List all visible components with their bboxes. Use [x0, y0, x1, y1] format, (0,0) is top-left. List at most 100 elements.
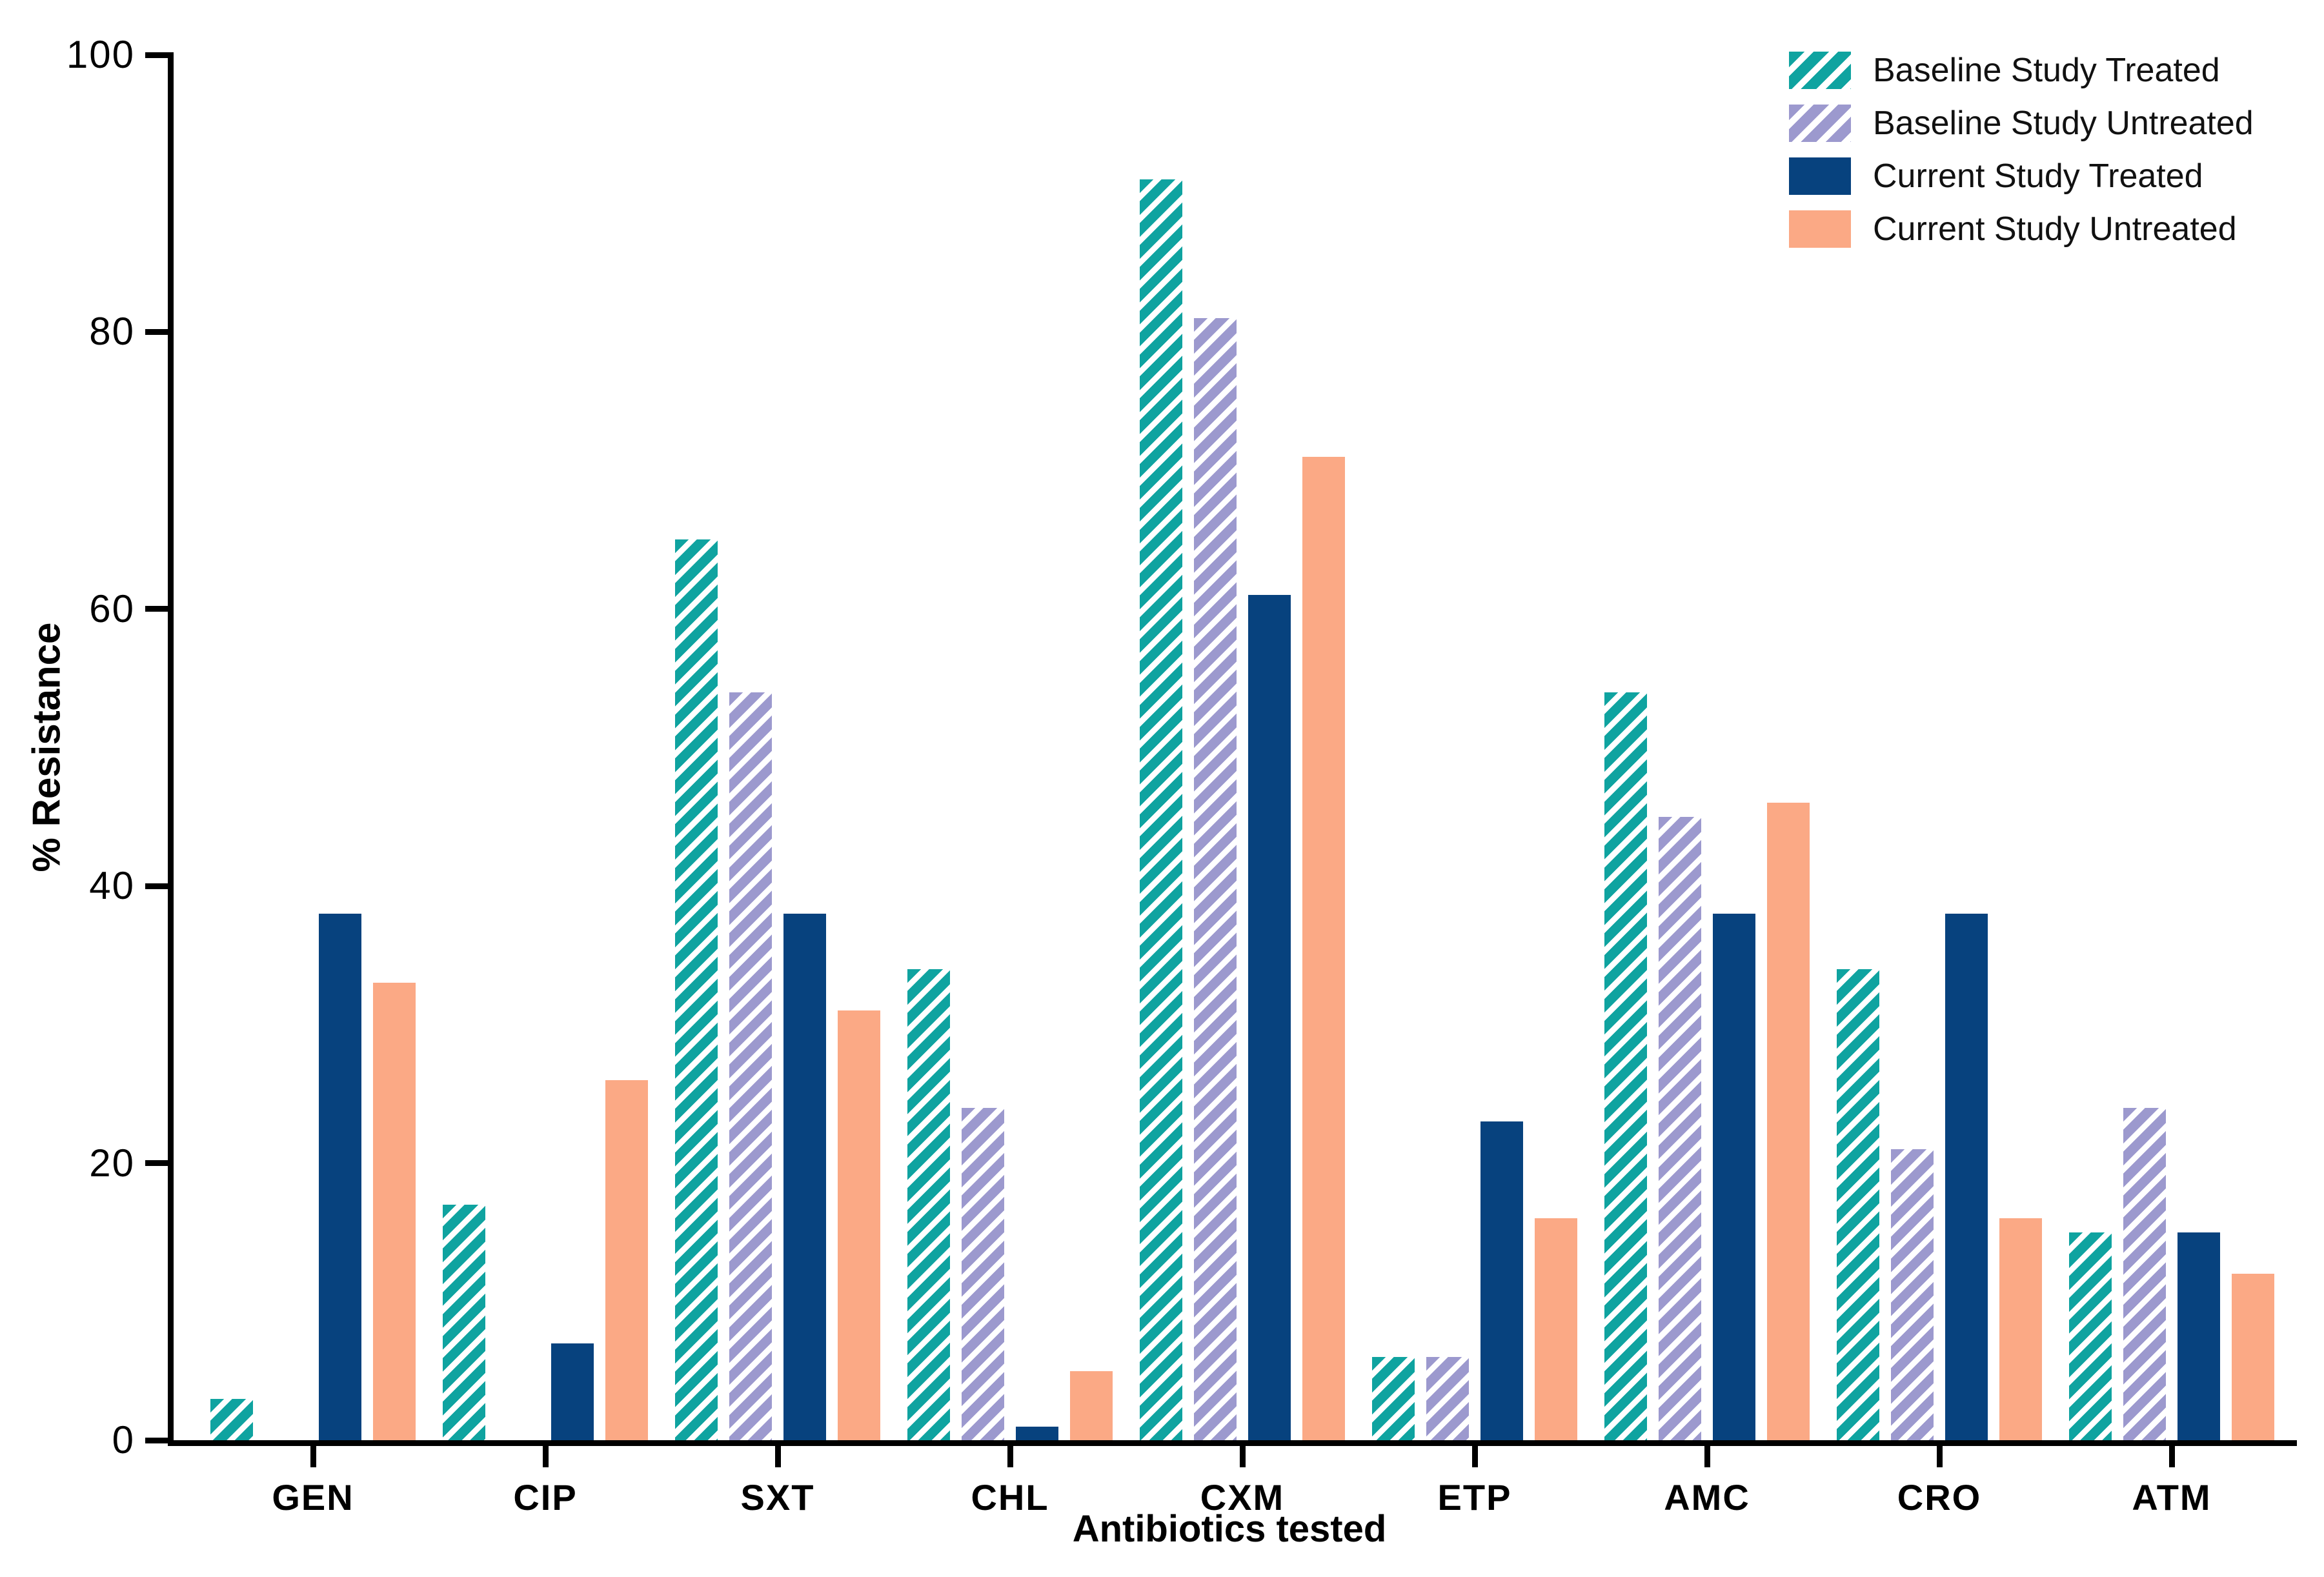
bar-group-amc: [1591, 55, 1823, 1440]
bar-gen-baseline-study-treated: [210, 1399, 253, 1440]
y-tick-mark: [145, 883, 174, 889]
y-tick-mark: [145, 1160, 174, 1167]
x-cell-cip: CIP: [429, 1440, 662, 1518]
legend-label: Current Study Treated: [1873, 157, 2203, 195]
x-cell-cxm: CXM: [1126, 1440, 1359, 1518]
legend-swatch: [1789, 105, 1851, 142]
bar-amc-current-study-treated: [1713, 914, 1755, 1440]
bar-sxt-current-study-untreated: [838, 1010, 880, 1440]
bar-amc-baseline-study-treated: [1604, 692, 1647, 1440]
bar-chl-current-study-untreated: [1070, 1371, 1113, 1440]
bar-cxm-current-study-untreated: [1302, 457, 1345, 1440]
bar-sxt-baseline-study-treated: [675, 539, 718, 1440]
legend-label: Baseline Study Treated: [1873, 52, 2220, 89]
x-tick-mark: [542, 1440, 549, 1467]
x-tick-mark: [1704, 1440, 1710, 1467]
legend-label: Current Study Untreated: [1873, 210, 2237, 248]
y-tick-mark: [145, 328, 174, 335]
category-label-etp: ETP: [1437, 1477, 1512, 1518]
x-tick-mark: [774, 1440, 781, 1467]
legend-item-current-study-untreated: Current Study Untreated: [1789, 210, 2254, 248]
bar-amc-baseline-study-untreated: [1659, 817, 1701, 1440]
x-tick-mark: [1936, 1440, 1943, 1467]
category-label-amc: AMC: [1664, 1477, 1750, 1518]
bar-cxm-baseline-study-untreated: [1194, 318, 1237, 1440]
y-tick-40: 40: [89, 867, 174, 905]
bar-atm-baseline-study-untreated: [2123, 1108, 2166, 1440]
x-cell-atm: ATM: [2056, 1440, 2288, 1518]
y-tick-label: 80: [89, 310, 135, 354]
bar-chl-current-study-treated: [1016, 1427, 1058, 1440]
bar-cip-baseline-study-treated: [443, 1205, 485, 1440]
bar-group-chl: [894, 55, 1126, 1440]
x-cell-gen: GEN: [197, 1440, 429, 1518]
bar-gen-current-study-treated: [319, 914, 361, 1440]
bar-etp-baseline-study-untreated: [1426, 1357, 1469, 1440]
bar-atm-current-study-treated: [2177, 1232, 2220, 1440]
x-axis-title: Antibiotics tested: [1072, 1508, 1387, 1550]
y-tick-label: 100: [66, 33, 135, 76]
legend-item-baseline-study-untreated: Baseline Study Untreated: [1789, 105, 2254, 142]
bar-cro-baseline-study-untreated: [1891, 1149, 1934, 1440]
category-label-atm: ATM: [2132, 1477, 2212, 1518]
plot-area: 0 20 40 60 80 100 GEN CIP SXT CHL CXM ETP AMC CRO ATM: [66, 35, 2297, 1518]
bar-cro-current-study-untreated: [1999, 1218, 2042, 1440]
legend-item-current-study-treated: Current Study Treated: [1789, 157, 2254, 195]
y-tick-label: 60: [89, 587, 135, 630]
bar-group-cro: [1823, 55, 2056, 1440]
x-cell-cro: CRO: [1823, 1440, 2056, 1518]
y-axis-title: % Resistance: [25, 622, 68, 872]
bar-groups: [174, 55, 2297, 1440]
x-tick-mark: [1007, 1440, 1013, 1467]
x-cell-amc: AMC: [1591, 1440, 1823, 1518]
bar-atm-baseline-study-treated: [2069, 1232, 2112, 1440]
bar-atm-current-study-untreated: [2232, 1274, 2274, 1440]
category-label-cro: CRO: [1897, 1477, 1982, 1518]
bar-gen-current-study-untreated: [373, 983, 416, 1440]
bar-cip-current-study-treated: [551, 1343, 594, 1440]
x-tick-mark: [310, 1440, 316, 1467]
x-axis-ticks: GEN CIP SXT CHL CXM ETP AMC CRO ATM: [174, 1440, 2297, 1518]
legend-item-baseline-study-treated: Baseline Study Treated: [1789, 52, 2254, 89]
bar-chl-baseline-study-untreated: [962, 1108, 1004, 1440]
y-tick-mark: [145, 52, 174, 58]
bar-amc-current-study-untreated: [1767, 803, 1810, 1440]
category-label-sxt: SXT: [740, 1477, 815, 1518]
y-tick-mark: [145, 1437, 174, 1443]
y-tick-label: 40: [89, 864, 135, 908]
bar-cxm-baseline-study-treated: [1140, 179, 1182, 1440]
legend-label: Baseline Study Untreated: [1873, 105, 2254, 142]
bar-cxm-current-study-treated: [1248, 595, 1291, 1440]
legend-swatch: [1789, 52, 1851, 89]
bar-group-atm: [2056, 55, 2288, 1440]
y-tick-label: 20: [89, 1141, 135, 1185]
category-label-chl: CHL: [971, 1477, 1049, 1518]
x-tick-mark: [1239, 1440, 1246, 1467]
legend: Baseline Study Treated Baseline Study Unt…: [1789, 52, 2254, 248]
category-label-cip: CIP: [513, 1477, 578, 1518]
x-cell-chl: CHL: [894, 1440, 1126, 1518]
bar-etp-baseline-study-treated: [1372, 1357, 1415, 1440]
bar-cip-current-study-untreated: [605, 1080, 648, 1440]
bar-group-sxt: [662, 55, 894, 1440]
bar-sxt-current-study-treated: [783, 914, 826, 1440]
y-tick-80: 80: [89, 312, 174, 351]
bar-etp-current-study-untreated: [1535, 1218, 1577, 1440]
y-tick-20: 20: [89, 1141, 174, 1185]
bar-group-cxm: [1126, 55, 1359, 1440]
bar-sxt-baseline-study-untreated: [729, 692, 772, 1440]
category-label-gen: GEN: [272, 1477, 354, 1518]
bar-chl-baseline-study-treated: [907, 969, 950, 1440]
legend-swatch: [1789, 210, 1851, 248]
bar-group-cip: [429, 55, 662, 1440]
bar-group-gen: [197, 55, 429, 1440]
x-cell-sxt: SXT: [662, 1440, 894, 1518]
bar-etp-current-study-treated: [1480, 1121, 1523, 1440]
bar-cro-current-study-treated: [1945, 914, 1988, 1440]
legend-swatch: [1789, 157, 1851, 195]
y-tick-0: 0: [112, 1421, 174, 1460]
x-tick-mark: [2168, 1440, 2175, 1467]
category-label-cxm: CXM: [1200, 1477, 1285, 1518]
bar-cro-baseline-study-treated: [1837, 969, 1879, 1440]
